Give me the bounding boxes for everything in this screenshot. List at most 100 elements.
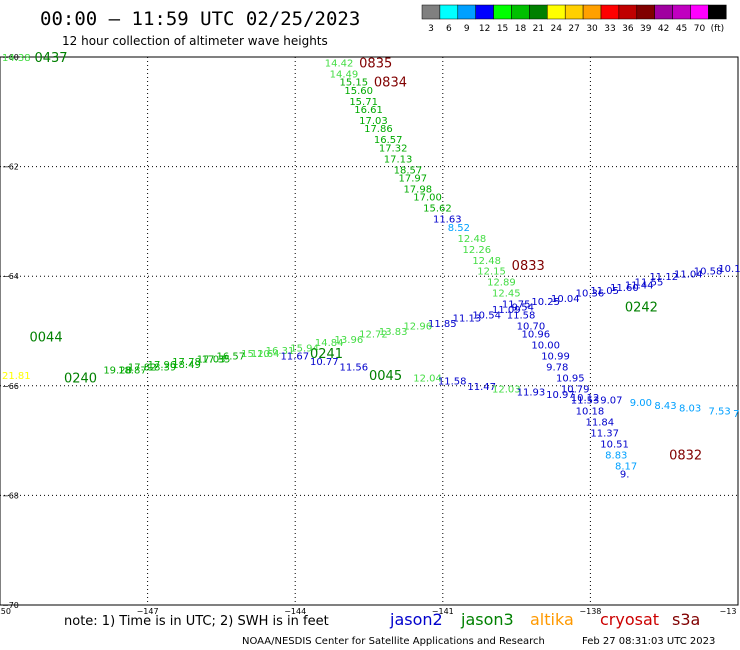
swh-value-label: 16.61 xyxy=(354,105,383,116)
y-axis-ticks: −60 −62 −64 −66 −68 −70 xyxy=(2,53,19,610)
colorbar-label: 9 xyxy=(464,24,470,34)
satellite-name-altika: altika xyxy=(530,610,574,629)
x-axis-ticks: −150 −147 −144 −141 −138 −13 xyxy=(0,607,736,616)
pass-time-label: 0835 xyxy=(359,56,392,71)
swh-value-label: 16.57 xyxy=(216,352,245,363)
x-tick-label: −13 xyxy=(720,607,737,616)
y-tick-label: −64 xyxy=(2,272,19,281)
swh-value-label: 17.13 xyxy=(384,154,413,165)
credit-text: NOAA/NESDIS Center for Satellite Applica… xyxy=(242,636,545,647)
swh-value-label: 12.15 xyxy=(477,267,506,278)
pass-time-label: 0240 xyxy=(64,372,97,387)
swh-value-label: 10.96 xyxy=(522,330,551,341)
swh-value-label: 11.13 xyxy=(453,313,482,324)
swh-value-label: 9.07 xyxy=(600,396,622,407)
y-tick-label: −70 xyxy=(2,601,19,610)
swh-value-label: 10.95 xyxy=(556,374,585,385)
colorbar-label: 39 xyxy=(640,24,652,34)
swh-value-label: 12.64 xyxy=(251,349,280,360)
colorbar-label: 27 xyxy=(568,24,579,34)
swh-value-label: 15.10 xyxy=(241,349,270,360)
swh-value-label: 7. xyxy=(733,409,740,420)
swh-value-label: 18.39 xyxy=(148,363,177,374)
swh-value-label: 12.26 xyxy=(462,245,491,256)
swh-value-label: 17.35 xyxy=(202,354,231,365)
satellite-name-cryosat: cryosat xyxy=(600,610,659,629)
swh-value-label: 8.17 xyxy=(615,461,637,472)
swh-value-label: 11.04 xyxy=(674,269,703,280)
colorbar-swatch xyxy=(708,4,727,20)
swh-value-label: 10.04 xyxy=(551,294,580,305)
swh-value-label: 12.48 xyxy=(458,234,487,245)
colorbar-swatch xyxy=(475,4,494,20)
colorbar-swatch xyxy=(511,4,530,20)
pass-time-label: 0044 xyxy=(30,330,63,345)
grid-lines xyxy=(0,57,738,605)
swh-value-label: 8.03 xyxy=(679,404,701,415)
swh-value-label: 12.03 xyxy=(492,385,521,396)
swh-value-label: 9.78 xyxy=(546,363,568,374)
swh-value-label: 14.84 xyxy=(315,338,344,349)
swh-value-label: 14.49 xyxy=(330,69,359,80)
y-tick-label: −66 xyxy=(2,382,19,391)
swh-value-label: 15.62 xyxy=(423,204,452,215)
x-tick-label: −147 xyxy=(137,607,159,616)
x-tick-label: −141 xyxy=(432,607,454,616)
swh-value-label: 11.05 xyxy=(590,286,619,297)
x-tick-label: −138 xyxy=(579,607,601,616)
colorbar-swatch xyxy=(582,4,602,20)
swh-value-label: 11.53 xyxy=(571,396,600,407)
swh-value-label: 17.03 xyxy=(197,354,226,365)
swh-value-label: 10.00 xyxy=(531,341,560,352)
colorbar-swatch xyxy=(547,4,566,20)
x-tick-label: −144 xyxy=(284,607,306,616)
colorbar-label: 24 xyxy=(551,24,563,34)
colorbar-swatch xyxy=(690,4,709,20)
swh-value-label: 19.28 xyxy=(103,365,132,376)
swh-value-label: 17.97 xyxy=(399,174,428,185)
swh-value-label: 21.81 xyxy=(2,371,31,382)
colorbar-swatch xyxy=(600,4,620,20)
swh-value-label: 11.58 xyxy=(438,376,467,387)
colorbar-swatch xyxy=(493,4,512,20)
plot-border xyxy=(0,56,739,606)
swh-value-label: 12.89 xyxy=(487,278,516,289)
colorbar-label: 6 xyxy=(446,24,452,34)
swh-value-label: 10.51 xyxy=(600,439,629,450)
colorbar-swatch xyxy=(421,4,441,20)
swh-value-label: 12.48 xyxy=(472,256,501,267)
swh-value-label: 10.36 xyxy=(576,289,605,300)
swh-value-label: 13.96 xyxy=(335,335,364,346)
swh-value-label: 17.86 xyxy=(364,124,393,135)
colorbar-swatch xyxy=(564,4,584,20)
swh-value-label: 15.94 xyxy=(290,343,319,354)
swh-value-label: 10.25 xyxy=(531,297,560,308)
colorbar-label: 45 xyxy=(676,24,687,34)
y-tick-label: −62 xyxy=(2,163,19,172)
swh-value-label: 8.83 xyxy=(605,450,627,461)
colorbar-label: 42 xyxy=(658,24,669,34)
swh-value-label: 12.72 xyxy=(359,330,388,341)
swh-value-label: 10.54 xyxy=(472,311,501,322)
x-tick-label: −150 xyxy=(0,607,11,616)
swh-value-label: 17.78 xyxy=(172,357,201,368)
swh-value-label: 7.53 xyxy=(708,406,730,417)
swh-value-label: 11.56 xyxy=(339,363,368,374)
swh-value-label: 11.58 xyxy=(507,311,536,322)
swh-value-label: 15.60 xyxy=(344,86,373,97)
colorbar-swatch xyxy=(618,4,638,20)
swh-value-label: 14.38 xyxy=(2,53,31,64)
pass-time-label: 0242 xyxy=(625,300,658,315)
swh-value-label: 10.12 xyxy=(571,393,600,404)
pass-time-label: 0834 xyxy=(374,76,407,91)
swh-value-label: 11.12 xyxy=(649,272,678,283)
swh-value-label: 16.31 xyxy=(266,346,295,357)
swh-value-label: 17.32 xyxy=(379,143,408,154)
colorbar-label: 21 xyxy=(533,24,544,34)
pass-time-label: 0437 xyxy=(34,51,67,66)
colorbar-label: 18 xyxy=(515,24,527,34)
swh-value-label: 10.99 xyxy=(541,352,570,363)
swh-value-label: 16.57 xyxy=(374,135,403,146)
colorbar-label: 33 xyxy=(604,24,615,34)
